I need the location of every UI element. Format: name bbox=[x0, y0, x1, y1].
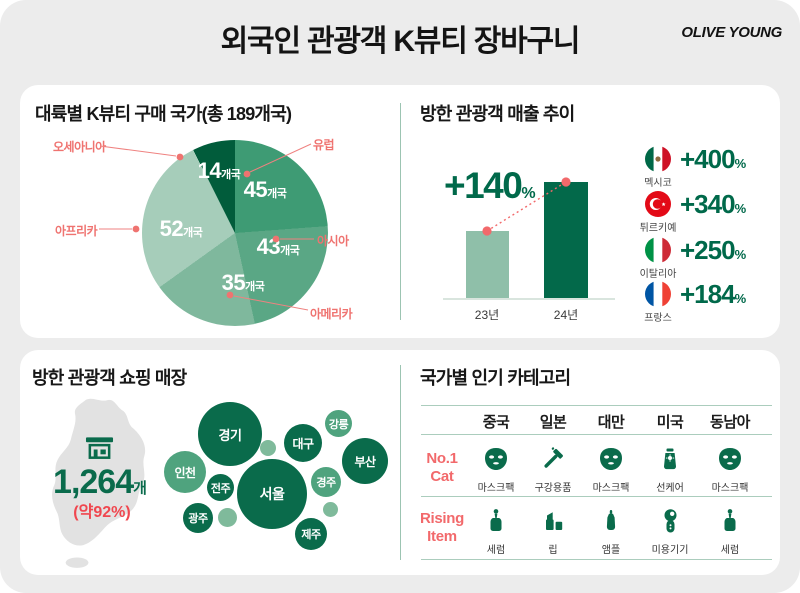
table-line bbox=[421, 405, 772, 406]
cell-china-no1: 마스크팩 bbox=[466, 445, 526, 494]
serum-icon bbox=[724, 509, 736, 531]
pie-value-oceania: 14개국 bbox=[197, 158, 241, 183]
cell-sea-no1: 마스크팩 bbox=[700, 445, 760, 494]
categories-title: 국가별 인기 카테고리 bbox=[420, 368, 571, 388]
cell-usa-no1: 선케어 bbox=[640, 445, 700, 494]
olive-young-logo: OLIVE YOUNG bbox=[681, 24, 782, 41]
turkiye-flag-icon bbox=[645, 191, 671, 217]
growth-turkiye: +340% bbox=[680, 189, 747, 219]
column-japan: 일본 bbox=[539, 414, 567, 431]
bubble-small bbox=[218, 508, 237, 527]
store-icon bbox=[84, 435, 115, 468]
row-label-no1-cat: No.1 Cat bbox=[426, 450, 458, 485]
cell-sea-rising: 세럼 bbox=[700, 507, 760, 556]
pie-callout-africa: 아프리카 bbox=[55, 224, 98, 238]
column-usa: 미국 bbox=[656, 414, 684, 431]
top-panel: 대륙별 K뷰티 구매 국가(총 189개국) 45개국 43개국 35개국 52… bbox=[20, 85, 780, 338]
bubble-small bbox=[260, 440, 276, 456]
sales-highlight: +140% bbox=[444, 165, 536, 206]
bubble-gangneung: 강릉 bbox=[325, 410, 352, 437]
pie-callout-oceania: 오세아니아 bbox=[53, 140, 106, 154]
stores-title: 방한 관광객 쇼핑 매장 bbox=[32, 368, 187, 388]
country-name: 프랑스 bbox=[644, 313, 672, 324]
bar-axis bbox=[443, 298, 615, 300]
bubble-jeju: 제주 bbox=[295, 518, 327, 550]
mask-pack-icon bbox=[719, 448, 741, 470]
vertical-divider bbox=[400, 103, 401, 320]
bubble-jeonju: 전주 bbox=[207, 474, 234, 501]
bar-label-2023: 23년 bbox=[474, 308, 500, 322]
bar-label-2024: 24년 bbox=[553, 308, 579, 322]
pie-value-africa: 52개국 bbox=[159, 216, 203, 241]
beauty-device-icon bbox=[664, 509, 677, 533]
bubble-incheon: 인천 bbox=[164, 451, 206, 493]
pie-value-america: 35개국 bbox=[221, 270, 265, 295]
table-line bbox=[421, 559, 772, 560]
pie-callout-america: 아메리카 bbox=[310, 307, 353, 321]
sales-title: 방한 관광객 매출 추이 bbox=[420, 104, 575, 124]
store-count: 1,264개 bbox=[53, 463, 147, 501]
bar-2023 bbox=[466, 231, 509, 298]
ampoule-icon bbox=[606, 510, 616, 530]
mask-pack-icon bbox=[600, 448, 622, 470]
cell-usa-rising: 미용기기 bbox=[640, 507, 700, 556]
pie-callout-europe: 유럽 bbox=[313, 138, 335, 152]
cell-japan-no1: 구강용품 bbox=[523, 445, 583, 494]
cell-taiwan-rising: 앰플 bbox=[581, 507, 641, 556]
growth-italy: +250% bbox=[680, 235, 747, 265]
vertical-divider bbox=[400, 365, 401, 560]
column-sea: 동남아 bbox=[710, 414, 750, 431]
row-label-rising-item: Rising Item bbox=[419, 510, 465, 545]
growth-mexico: +400% bbox=[680, 144, 747, 174]
cell-taiwan-no1: 마스크팩 bbox=[581, 445, 641, 494]
bubble-seoul: 서울 bbox=[237, 459, 307, 529]
continents-pie-chart: 45개국 43개국 35개국 52개국 14개국 bbox=[142, 140, 328, 326]
column-china: 중국 bbox=[482, 414, 510, 431]
bottom-panel: 방한 관광객 쇼핑 매장 1,264개 (약92%) 경기 강릉 대구 부산 인… bbox=[20, 350, 780, 575]
country-name: 이탈리아 bbox=[639, 269, 677, 280]
pie-value-asia: 43개국 bbox=[256, 234, 300, 259]
mask-pack-icon bbox=[485, 448, 507, 470]
bubble-daegu: 대구 bbox=[284, 424, 322, 462]
bubble-gyeonggi: 경기 bbox=[198, 402, 262, 466]
italy-flag-icon bbox=[645, 237, 671, 263]
bubble-busan: 부산 bbox=[342, 438, 388, 484]
mexico-flag-icon bbox=[645, 146, 671, 172]
page-title: 외국인 관광객 K뷰티 장바구니 bbox=[220, 25, 581, 58]
france-flag-icon bbox=[645, 281, 671, 307]
cell-china-rising: 세럼 bbox=[466, 507, 526, 556]
continents-title: 대륙별 K뷰티 구매 국가(총 189개국) bbox=[35, 104, 292, 124]
pie-value-europe: 45개국 bbox=[243, 177, 287, 202]
country-name: 튀르키예 bbox=[639, 223, 677, 234]
growth-france: +184% bbox=[680, 279, 747, 309]
toothbrush-icon bbox=[544, 447, 563, 468]
serum-icon bbox=[490, 509, 502, 531]
bubble-gyeongju: 경주 bbox=[311, 467, 341, 497]
lipstick-icon bbox=[546, 512, 563, 530]
bar-2024 bbox=[544, 182, 588, 298]
table-line bbox=[421, 496, 772, 497]
store-share: (약92%) bbox=[73, 504, 131, 521]
country-name: 멕시코 bbox=[644, 178, 672, 189]
suncare-icon bbox=[664, 448, 676, 470]
bubble-gwangju: 광주 bbox=[183, 503, 213, 533]
pie-callout-asia: 아시아 bbox=[317, 234, 349, 248]
table-line bbox=[421, 434, 772, 435]
column-taiwan: 대만 bbox=[597, 414, 625, 431]
cell-japan-rising: 립 bbox=[523, 507, 583, 556]
bubble-small bbox=[323, 502, 338, 517]
